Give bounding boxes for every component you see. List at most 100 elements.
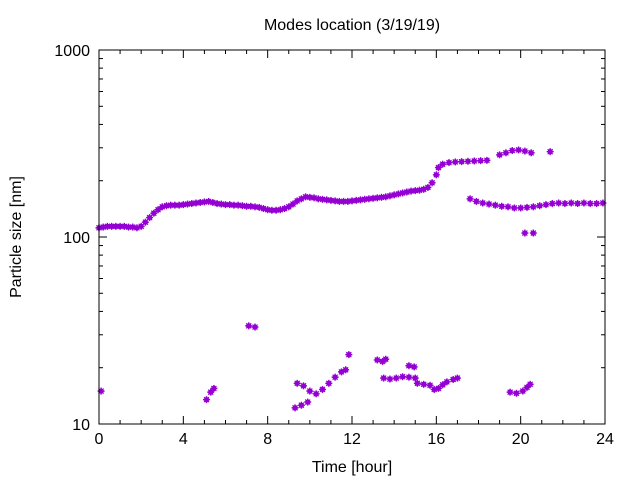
data-point — [542, 201, 550, 209]
data-point — [103, 222, 111, 230]
data-point — [356, 196, 364, 204]
data-point — [546, 148, 554, 156]
data-point — [529, 203, 537, 211]
data-point — [141, 218, 149, 226]
data-point — [411, 374, 419, 382]
data-point — [536, 202, 544, 210]
data-point — [479, 199, 487, 207]
data-point — [318, 385, 326, 393]
data-point — [428, 179, 436, 187]
data-point — [439, 160, 447, 168]
data-point — [521, 229, 529, 237]
data-point — [443, 378, 451, 386]
data-point — [521, 147, 529, 155]
plot-frame — [98, 49, 606, 425]
data-point — [154, 206, 162, 214]
data-point — [300, 382, 308, 390]
x-tick-label: 8 — [263, 431, 272, 448]
data-point — [167, 201, 175, 209]
data-point — [526, 380, 534, 388]
data-point — [405, 373, 413, 381]
data-point — [523, 203, 531, 211]
data-point — [477, 157, 485, 165]
data-point — [586, 200, 594, 208]
data-point — [555, 199, 563, 207]
data-point — [405, 362, 413, 370]
y-axis-label: Particle size [nm] — [8, 176, 25, 298]
x-axis: 0 4 8 12 16 20 24 — [95, 50, 614, 448]
data-point — [466, 195, 474, 203]
data-point — [496, 151, 504, 159]
data-point — [574, 200, 582, 208]
data-point — [464, 157, 472, 165]
data-point — [306, 387, 314, 395]
data-point — [508, 147, 516, 155]
data-point — [289, 200, 297, 208]
data-point — [491, 201, 499, 209]
data-point — [512, 389, 520, 397]
data-point — [210, 384, 218, 392]
y-tick-label: 10 — [72, 417, 90, 434]
data-point — [392, 374, 400, 382]
data-point — [312, 390, 320, 398]
data-point — [470, 157, 478, 165]
data-point — [230, 201, 238, 209]
data-point — [517, 204, 525, 212]
data-point — [519, 387, 527, 395]
data-point — [245, 322, 253, 330]
data-point — [382, 355, 390, 363]
x-tick-label: 4 — [179, 431, 188, 448]
data-point — [133, 224, 141, 232]
data-point — [291, 404, 299, 412]
data-point — [567, 199, 575, 207]
data-point — [352, 196, 360, 204]
x-tick-label: 12 — [343, 431, 361, 448]
x-tick-label: 16 — [427, 431, 445, 448]
data-point — [420, 380, 428, 388]
data-point — [498, 202, 506, 210]
data-point — [380, 374, 388, 382]
data-point — [203, 396, 211, 404]
data-point — [293, 379, 301, 387]
data-point — [112, 222, 120, 230]
data-point — [373, 356, 381, 364]
data-point — [251, 323, 259, 331]
data-point — [515, 146, 523, 154]
data-point — [483, 156, 491, 164]
data-point — [451, 158, 459, 166]
data-point — [432, 171, 440, 179]
data-point — [297, 401, 305, 409]
data-point — [426, 381, 434, 389]
data-point — [510, 204, 518, 212]
data-point — [327, 196, 335, 204]
data-point — [150, 209, 158, 217]
data-point — [285, 203, 293, 211]
data-point — [386, 192, 394, 200]
x-axis-label: Time [hour] — [312, 459, 392, 476]
data-point — [410, 363, 418, 371]
data-point — [137, 222, 145, 230]
y-tick-label: 100 — [63, 230, 90, 247]
y-tick-label: 1000 — [54, 43, 90, 60]
data-point — [306, 193, 314, 201]
data-point — [445, 159, 453, 167]
data-point — [304, 398, 312, 406]
data-point — [580, 199, 588, 207]
x-tick-label: 20 — [512, 431, 530, 448]
data-point — [458, 158, 466, 166]
data-point — [413, 379, 421, 387]
data-point — [529, 229, 537, 237]
data-point — [345, 351, 353, 359]
chart-title: Modes location (3/19/19) — [264, 17, 440, 34]
data-point — [439, 381, 447, 389]
data-point — [561, 200, 569, 208]
data-point — [485, 200, 493, 208]
data-point — [325, 379, 333, 387]
data-point — [125, 223, 133, 231]
data-point — [502, 149, 510, 157]
data-point — [548, 200, 556, 208]
data-point — [527, 149, 535, 157]
x-tick-label: 24 — [596, 431, 614, 448]
data-point — [146, 214, 154, 222]
